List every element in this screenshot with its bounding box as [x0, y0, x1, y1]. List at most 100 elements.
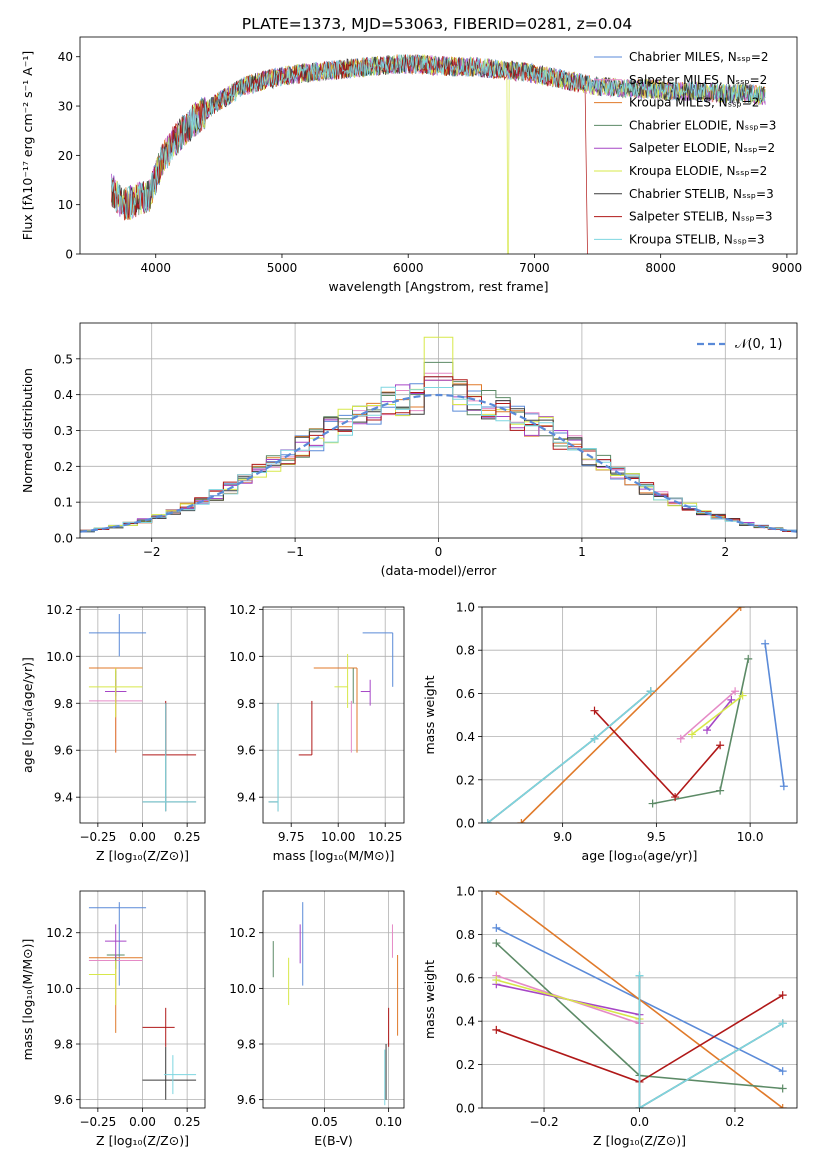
weight-marker: [492, 939, 501, 948]
x-axis-label: Z [log₁₀(Z/Z⊙)]: [96, 848, 189, 863]
weight-marker: [703, 726, 711, 735]
y-tick-label: 9.6: [54, 1093, 73, 1107]
figure-title: PLATE=1373, MJD=53063, FIBERID=0281, z=0…: [242, 15, 632, 33]
weight-marker: [738, 691, 747, 700]
x-tick-label: 10.25: [368, 830, 402, 844]
x-tick-label: −2: [143, 545, 161, 559]
plot-area-age-vs-mass: [268, 632, 394, 812]
x-tick-label: 2: [721, 545, 729, 559]
y-tick-label: 10.2: [229, 926, 256, 940]
x-tick-label: 8000: [645, 261, 676, 275]
x-tick-label: 0.25: [174, 830, 201, 844]
weight-marker: [590, 706, 599, 715]
x-axis-label: mass [log₁₀(M/M⊙)]: [273, 848, 395, 863]
y-tick-label: 0.2: [456, 773, 475, 787]
axes-spectrum: 4000 5000 6000 7000 8000 9000 0 10 20 30 40 wavelen…: [20, 36, 802, 294]
x-tick-label: −1: [286, 545, 304, 559]
y-tick-label: 9.8: [237, 697, 256, 711]
y-tick-label: 10.2: [229, 603, 256, 617]
legend-entry: Kroupa STELIB, Nₛₛₚ=3: [629, 232, 765, 246]
x-tick-label: 9.5: [647, 830, 666, 844]
x-tick-label: 0: [435, 545, 443, 559]
axes-age-vs-Z: −0.25 0.00 0.25 9.4 9.6 9.8 10.0 10.2 Z [log₁₀(Z…: [20, 603, 206, 863]
x-axis-label: wavelength [Angstrom, rest frame]: [328, 279, 548, 294]
spectrum-line: [111, 54, 588, 254]
axes-age-vs-mass: 9.75 10.00 10.25 9.4 9.6 9.8 10.0 10.2 mass [log…: [229, 603, 405, 863]
y-tick-label: 0.0: [456, 817, 475, 831]
weight-line: [638, 975, 784, 1108]
weight-marker: [778, 1067, 787, 1076]
legend-entry: Kroupa MILES, Nₛₛₚ=2: [629, 96, 759, 110]
x-tick-label: 0.00: [129, 830, 156, 844]
ticks-weight-vs-Z: −0.2 0.0 0.2 0.0 0.2 0.4 0.6 0.8 1.0: [456, 885, 745, 1130]
legend-entry: Kroupa ELODIE, Nₛₛₚ=2: [629, 164, 767, 178]
y-axis-label: mass [log₁₀(M/M⊙)]: [20, 939, 35, 1061]
y-tick-label: 10.0: [46, 982, 73, 996]
weight-line: [706, 699, 733, 731]
y-tick-label: 0.1: [54, 496, 73, 510]
legend: 𝒩(0, 1): [697, 337, 782, 352]
x-tick-label: 7000: [519, 261, 550, 275]
histogram-series: [80, 386, 797, 532]
ticks-spectrum: 4000 5000 6000 7000 8000 9000 0 10 20 30 40: [58, 50, 802, 275]
x-tick-label: 9000: [772, 261, 803, 275]
x-tick-label: 0.05: [311, 1115, 338, 1129]
weight-line: [487, 690, 652, 823]
weight-marker: [779, 782, 788, 791]
weight-marker: [761, 639, 770, 648]
weight-marker: [727, 695, 736, 704]
y-axis-label: age [log₁₀(age/yr)]: [20, 657, 35, 773]
y-tick-label: 9.4: [54, 791, 73, 805]
weight-marker: [688, 730, 696, 739]
x-tick-label: −0.2: [529, 1115, 558, 1129]
plot-area-residuals: [80, 336, 797, 533]
x-axis-label: E(B-V): [314, 1133, 353, 1148]
weight-marker: [778, 1019, 787, 1028]
weight-marker: [492, 923, 501, 932]
ticks-weight-vs-age: 9.0 9.5 10.0 0.0 0.2 0.4 0.6 0.8 1.0: [456, 601, 764, 845]
legend: Chabrier MILES, Nₛₛₚ=2 Salpeter MILES, Nₛ…: [594, 50, 776, 246]
histogram-series: [80, 372, 797, 532]
weight-marker: [517, 819, 526, 823]
axes-weight-vs-age: 9.0 9.5 10.0 0.0 0.2 0.4 0.6 0.8 1.0 age [log₁₀(a…: [422, 601, 798, 863]
plot-area-mass-vs-EBV: [272, 902, 399, 1106]
y-tick-label: 9.8: [54, 1038, 73, 1052]
y-tick-label: 0.8: [456, 928, 475, 942]
y-tick-label: 9.8: [237, 1038, 256, 1052]
x-axis-label: (data-model)/error: [381, 563, 498, 578]
y-tick-label: 0.4: [456, 1015, 475, 1029]
x-tick-label: 0.00: [129, 1115, 156, 1129]
x-tick-label: 0.10: [375, 1115, 402, 1129]
weight-marker: [635, 1104, 644, 1108]
y-tick-label: 0: [65, 248, 73, 262]
x-tick-label: 10.00: [321, 830, 355, 844]
y-tick-label: 10: [58, 198, 73, 212]
weight-marker: [590, 734, 599, 743]
ticks-residuals: −2 −1 0 1 2 0.0 0.1 0.2 0.3 0.4 0.5: [54, 352, 729, 559]
y-axis-label: Normed distribution: [20, 368, 35, 493]
weight-marker: [778, 1104, 787, 1108]
y-tick-label: 10.0: [229, 650, 256, 664]
y-tick-label: 0.0: [456, 1102, 475, 1116]
y-tick-label: 0.8: [456, 644, 475, 658]
weight-marker: [731, 687, 740, 696]
y-tick-label: 9.6: [54, 744, 73, 758]
weight-marker: [492, 975, 501, 984]
x-tick-label: 1: [578, 545, 586, 559]
y-tick-label: 40: [58, 50, 73, 64]
weight-line: [638, 975, 784, 1108]
normal-curve: [80, 393, 797, 533]
plot-area-spectrum: [111, 54, 766, 254]
y-tick-label: 10.0: [46, 650, 73, 664]
weight-marker: [635, 971, 644, 980]
y-tick-label: 9.6: [237, 744, 256, 758]
y-axis-label: mass weight: [422, 675, 437, 754]
axes-residuals: −2 −1 0 1 2 0.0 0.1 0.2 0.3 0.4 0.5 (data-model)/er…: [20, 322, 798, 578]
ticks-mass-vs-EBV: 0.05 0.10 9.6 9.8 10.0 10.2: [229, 926, 402, 1129]
y-tick-label: 9.8: [54, 697, 73, 711]
axes-weight-vs-Z: −0.2 0.0 0.2 0.0 0.2 0.4 0.6 0.8 1.0 Z [log₁₀(Z/Z…: [422, 885, 798, 1148]
y-tick-label: 30: [58, 100, 73, 114]
y-tick-label: 0.4: [456, 730, 475, 744]
axes-frame: [481, 606, 798, 824]
